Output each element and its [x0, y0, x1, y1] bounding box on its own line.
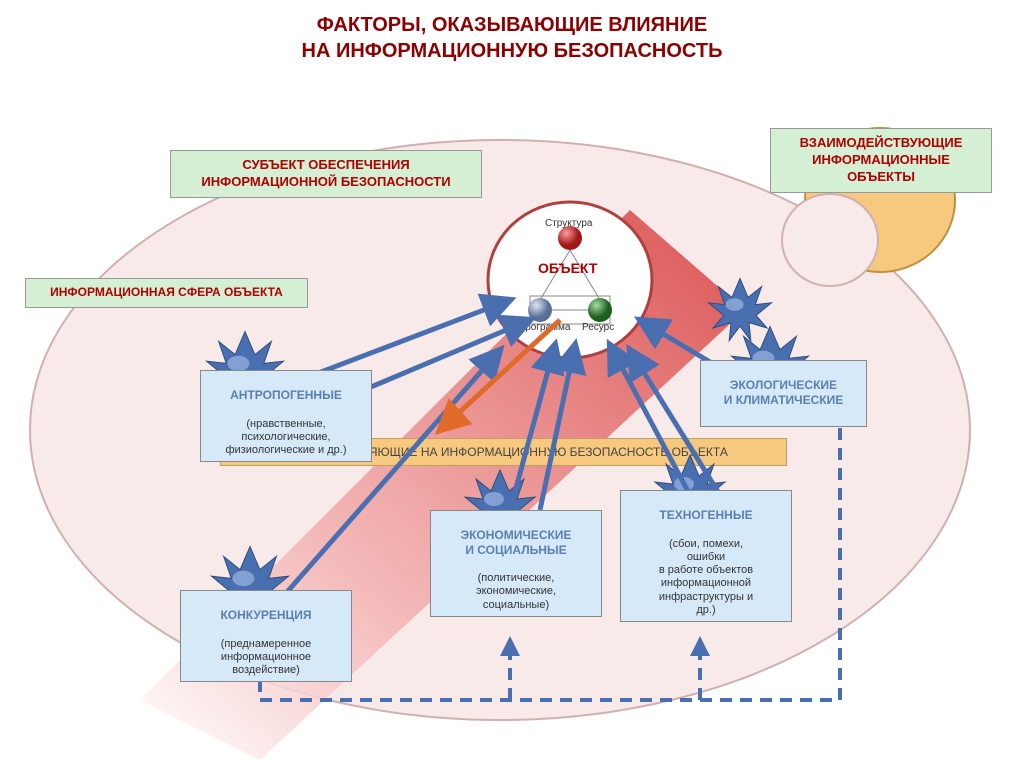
- background-shapes: [0, 0, 1024, 767]
- title-line2: НА ИНФОРМАЦИОННУЮ БЕЗОПАСНОСТЬ: [0, 40, 1024, 63]
- label-program: Программа: [518, 322, 570, 333]
- ball-program: [528, 298, 552, 322]
- factor-econ: ЭКОНОМИЧЕСКИЕ И СОЦИАЛЬНЫЕ (политические…: [430, 510, 602, 617]
- label-resource: Ресурс: [582, 322, 614, 333]
- factor-tech: ТЕХНОГЕННЫЕ (сбои, помехи, ошибки в рабо…: [620, 490, 792, 622]
- diagram-stage: ФАКТОРЫ, ОКАЗЫВАЮЩИЕ ВЛИЯНИЕ НА ИНФОРМАЦ…: [0, 0, 1024, 767]
- factor-anthro: АНТРОПОГЕННЫЕ (нравственные, психологиче…: [200, 370, 372, 462]
- label-object: ОБЪЕКТ: [538, 260, 597, 276]
- bursts-and-arrows: [0, 0, 1024, 767]
- title-line1: ФАКТОРЫ, ОКАЗЫВАЮЩИЕ ВЛИЯНИЕ: [0, 14, 1024, 37]
- moon-inner: [782, 194, 878, 286]
- box-interacting: ВЗАИМОДЕЙСТВУЮЩИЕ ИНФОРМАЦИОННЫЕ ОБЪЕКТЫ: [770, 128, 992, 193]
- outer-ellipse: [30, 140, 970, 720]
- box-subject: СУБЪЕКТ ОБЕСПЕЧЕНИЯ ИНФОРМАЦИОННОЙ БЕЗОП…: [170, 150, 482, 198]
- box-sphere: ИНФОРМАЦИОННАЯ СФЕРА ОБЪЕКТА: [25, 278, 308, 308]
- label-struct: Структура: [545, 218, 592, 229]
- ball-resource: [588, 298, 612, 322]
- orange-arrow: [440, 320, 560, 430]
- object-internals: [0, 0, 1024, 767]
- ball-struct: [558, 226, 582, 250]
- factor-eco: ЭКОЛОГИЧЕСКИЕ И КЛИМАТИЧЕСКИЕ: [700, 360, 867, 427]
- factor-compet: КОНКУРЕНЦИЯ (преднамеренное информационн…: [180, 590, 352, 682]
